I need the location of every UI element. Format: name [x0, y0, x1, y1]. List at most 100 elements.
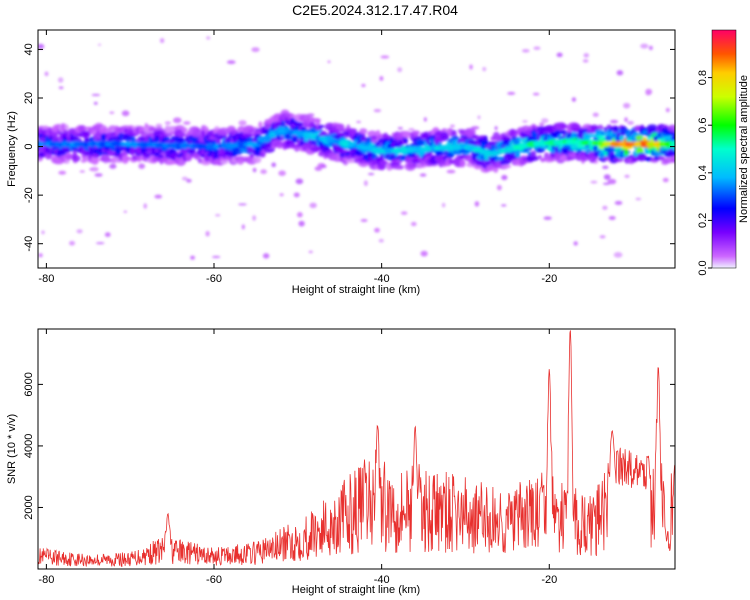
- amplitude-blob: [559, 124, 569, 129]
- amplitude-blob: [217, 127, 230, 136]
- amplitude-speckle: [309, 202, 317, 209]
- amplitude-blob: [252, 156, 262, 164]
- chart-title: C2E5.2024.312.17.47.R04: [292, 2, 458, 18]
- amplitude-speckle: [206, 36, 211, 40]
- amplitude-blob: [398, 164, 404, 170]
- amplitude-blob: [405, 155, 415, 163]
- amplitude-speckle: [539, 122, 545, 126]
- amplitude-blob: [123, 156, 132, 160]
- snr-y-tick-label: 6000: [23, 372, 35, 396]
- amplitude-speckle: [571, 97, 577, 102]
- amplitude-speckle: [645, 88, 653, 95]
- amplitude-speckle: [76, 229, 83, 234]
- amplitude-speckle: [155, 123, 163, 128]
- amplitude-speckle: [450, 124, 455, 128]
- amplitude-speckle: [109, 111, 115, 114]
- amplitude-blob: [281, 119, 286, 126]
- snr-x-axis-label: Height of straight line (km): [292, 584, 420, 596]
- amplitude-speckle: [93, 101, 98, 105]
- amplitude-speckle: [104, 232, 111, 238]
- snr-x-tick-label: -40: [374, 574, 390, 586]
- amplitude-speckle: [327, 60, 331, 64]
- amplitude-blob: [390, 164, 402, 170]
- amplitude-blob: [359, 128, 368, 135]
- amplitude-blob: [317, 124, 325, 129]
- amplitude-speckle: [397, 127, 403, 130]
- amplitude-speckle: [408, 128, 415, 131]
- amplitude-speckle: [592, 112, 599, 117]
- snr-frame: [37, 328, 676, 570]
- amplitude-speckle: [159, 38, 165, 44]
- spectrogram-y-tick-label: 20: [23, 92, 35, 104]
- snr-panel: -80 -60 -40 -20 2000 4000 6000 Height of strai…: [6, 328, 676, 596]
- amplitude-blob: [668, 150, 675, 155]
- amplitude-speckle: [238, 120, 247, 126]
- amplitude-blob: [163, 136, 171, 142]
- colorbar-gradient: [711, 29, 737, 269]
- amplitude-speckle: [378, 238, 384, 243]
- amplitude-speckle: [58, 170, 67, 175]
- amplitude-speckle: [123, 210, 127, 213]
- amplitude-blob: [480, 140, 490, 146]
- amplitude-speckle: [400, 211, 408, 215]
- amplitude-speckle: [297, 212, 303, 218]
- amplitude-blob: [440, 131, 450, 139]
- amplitude-speckle: [419, 173, 427, 177]
- amplitude-speckle: [397, 67, 403, 73]
- amplitude-speckle: [373, 108, 382, 113]
- spectrogram-y-tick-label: 40: [23, 43, 35, 55]
- amplitude-blob: [92, 153, 100, 158]
- spectrogram-x-axis-label: Height of straight line (km): [292, 284, 420, 296]
- amplitude-speckle: [91, 93, 101, 97]
- amplitude-speckle: [501, 174, 508, 181]
- amplitude-blob: [459, 159, 466, 168]
- amplitude-speckle: [640, 43, 649, 49]
- amplitude-blob: [412, 130, 421, 136]
- spectrogram-y-tick-label: -40: [23, 236, 35, 252]
- colorbar-tick-label: 0.2: [697, 213, 709, 228]
- amplitude-blob: [195, 127, 201, 134]
- amplitude-speckle: [95, 242, 105, 245]
- amplitude-blob: [537, 154, 542, 159]
- amplitude-speckle: [320, 164, 327, 169]
- amplitude-speckle: [494, 126, 498, 131]
- amplitude-blob: [91, 157, 99, 165]
- amplitude-speckle: [522, 120, 528, 123]
- amplitude-blob: [516, 151, 521, 159]
- amplitude-speckle: [278, 170, 286, 176]
- amplitude-speckle: [665, 107, 670, 113]
- amplitude-speckle: [252, 167, 257, 173]
- amplitude-speckle: [602, 182, 611, 185]
- amplitude-speckle: [295, 178, 304, 185]
- amplitude-blob: [407, 162, 415, 169]
- amplitude-speckle: [624, 174, 630, 178]
- spectrogram-panel: -80 -60 -40 -20 40 20 0 -20 -40 Height of straig…: [6, 29, 676, 296]
- amplitude-speckle: [121, 110, 130, 117]
- amplitude-blob: [597, 124, 604, 131]
- amplitude-speckle: [616, 70, 624, 76]
- amplitude-speckle: [44, 71, 49, 77]
- amplitude-blob: [170, 148, 175, 154]
- amplitude-speckle: [582, 59, 589, 63]
- amplitude-speckle: [94, 173, 103, 177]
- amplitude-speckle: [469, 64, 473, 70]
- amplitude-blob: [247, 129, 255, 133]
- amplitude-speckle: [573, 241, 578, 246]
- spectrogram-x-tick-label: -80: [38, 273, 54, 285]
- amplitude-speckle: [662, 177, 669, 183]
- amplitude-blob: [554, 129, 564, 134]
- amplitude-speckle: [648, 45, 653, 51]
- amplitude-speckle: [314, 166, 323, 171]
- amplitude-speckle: [226, 60, 236, 65]
- amplitude-speckle: [482, 66, 487, 72]
- amplitude-speckle: [298, 220, 305, 227]
- amplitude-speckle: [556, 52, 563, 58]
- amplitude-blob: [337, 132, 345, 137]
- amplitude-blob: [236, 157, 245, 165]
- amplitude-speckle: [367, 172, 375, 176]
- amplitude-blob: [402, 130, 412, 139]
- amplitude-speckle: [602, 165, 609, 170]
- amplitude-speckle: [109, 163, 117, 169]
- colorbar: 0.0 0.2 0.4 0.6 0.8 Normalized spectral ampl…: [697, 29, 750, 276]
